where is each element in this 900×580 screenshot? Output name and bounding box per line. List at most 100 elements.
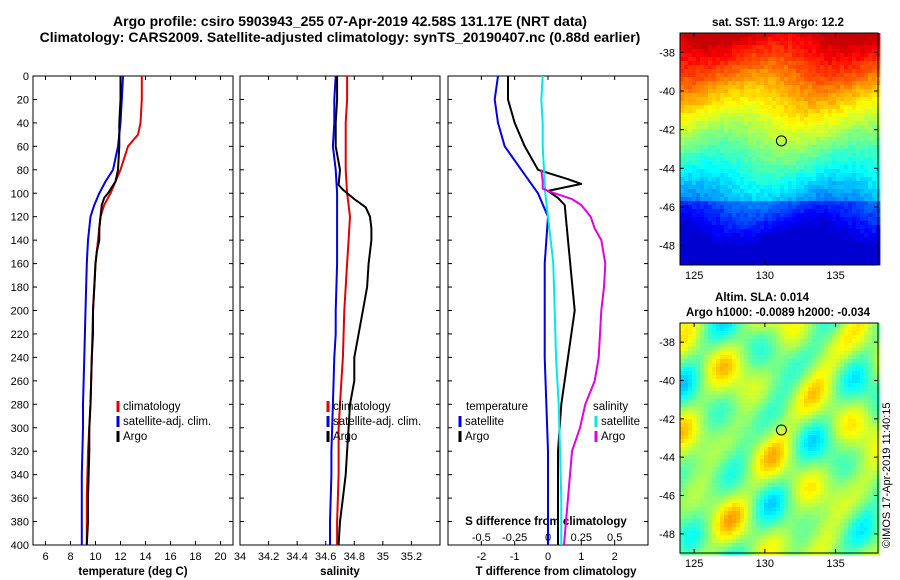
heatmap-cell [864, 41, 869, 46]
heatmap-cell [872, 65, 877, 70]
heatmap-cell [848, 157, 853, 162]
heatmap-cell [700, 69, 705, 74]
heatmap-cell [724, 367, 729, 372]
heatmap-cell [744, 205, 749, 210]
heatmap-cell [724, 57, 729, 62]
heatmap-cell [756, 323, 761, 328]
lat-tick-label: -48 [659, 241, 675, 253]
heatmap-cell [828, 161, 833, 166]
heatmap-cell [832, 161, 837, 166]
heatmap-cell [840, 419, 845, 424]
heatmap-cell [744, 225, 749, 230]
heatmap-cell [736, 149, 741, 154]
heatmap-cell [688, 85, 693, 90]
heatmap-cell [728, 327, 733, 332]
heatmap-cell [692, 77, 697, 82]
heatmap-cell [780, 197, 785, 202]
heatmap-cell [816, 233, 821, 238]
heatmap-cell [744, 169, 749, 174]
heatmap-cell [840, 423, 845, 428]
heatmap-cell [804, 375, 809, 380]
heatmap-cell [848, 197, 853, 202]
heatmap-cell [776, 149, 781, 154]
heatmap-cell [836, 181, 841, 186]
heatmap-cell [816, 375, 821, 380]
heatmap-cell [868, 221, 873, 226]
heatmap-cell [716, 343, 721, 348]
heatmap-cell [800, 169, 805, 174]
heatmap-cell [828, 101, 833, 106]
heatmap-cell [788, 89, 793, 94]
heatmap-cell [848, 411, 853, 416]
heatmap-cell [720, 93, 725, 98]
heatmap-cell [872, 463, 877, 468]
heatmap-cell [784, 89, 789, 94]
heatmap-cell [792, 117, 797, 122]
heatmap-cell [788, 57, 793, 62]
heatmap-cell [764, 347, 769, 352]
heatmap-cell [812, 61, 817, 66]
heatmap-cell [808, 173, 813, 178]
heatmap-cell [732, 403, 737, 408]
heatmap-cell [800, 387, 805, 392]
heatmap-cell [696, 217, 701, 222]
heatmap-cell [848, 117, 853, 122]
heatmap-cell [712, 129, 717, 134]
heatmap-cell [792, 407, 797, 412]
heatmap-cell [696, 253, 701, 258]
heatmap-cell [796, 347, 801, 352]
heatmap-cell [704, 61, 709, 66]
heatmap-cell [764, 331, 769, 336]
heatmap-cell [692, 415, 697, 420]
heatmap-cell [736, 257, 741, 262]
x-tick-label: 0 [545, 551, 551, 563]
heatmap-cell [744, 257, 749, 262]
heatmap-cell [836, 169, 841, 174]
heatmap-cell [680, 73, 685, 78]
heatmap-cell [752, 137, 757, 142]
heatmap-cell [836, 435, 841, 440]
heatmap-cell [816, 113, 821, 118]
heatmap-cell [740, 383, 745, 388]
heatmap-cell [856, 193, 861, 198]
heatmap-cell [704, 253, 709, 258]
heatmap-cell [756, 359, 761, 364]
heatmap-cell [752, 399, 757, 404]
heatmap-cell [864, 375, 869, 380]
heatmap-cell [736, 225, 741, 230]
heatmap-cell [796, 145, 801, 150]
heatmap-cell [828, 205, 833, 210]
heatmap-cell [872, 165, 877, 170]
heatmap-cell [860, 89, 865, 94]
heatmap-cell [784, 261, 789, 266]
heatmap-cell [704, 117, 709, 122]
heatmap-cell [720, 137, 725, 142]
heatmap-cell [780, 109, 785, 114]
heatmap-cell [796, 431, 801, 436]
heatmap-cell [820, 149, 825, 154]
heatmap-cell [872, 49, 877, 54]
heatmap-cell [696, 89, 701, 94]
heatmap-cell [872, 177, 877, 182]
heatmap-cell [772, 113, 777, 118]
heatmap-cell [804, 411, 809, 416]
heatmap-cell [852, 379, 857, 384]
heatmap-cell [700, 245, 705, 250]
heatmap-cell [760, 217, 765, 222]
heatmap-cell [684, 391, 689, 396]
heatmap-cell [708, 391, 713, 396]
heatmap-cell [736, 125, 741, 130]
heatmap-cell [776, 177, 781, 182]
heatmap-cell [764, 399, 769, 404]
heatmap-cell [788, 65, 793, 70]
heatmap-cell [816, 133, 821, 138]
heatmap-cell [684, 197, 689, 202]
heatmap-cell [776, 343, 781, 348]
heatmap-cell [752, 447, 757, 452]
heatmap-cell [768, 347, 773, 352]
heatmap-cell [796, 443, 801, 448]
heatmap-cell [808, 213, 813, 218]
heatmap-cell [776, 209, 781, 214]
heatmap-cell [868, 371, 873, 376]
heatmap-cell [768, 217, 773, 222]
